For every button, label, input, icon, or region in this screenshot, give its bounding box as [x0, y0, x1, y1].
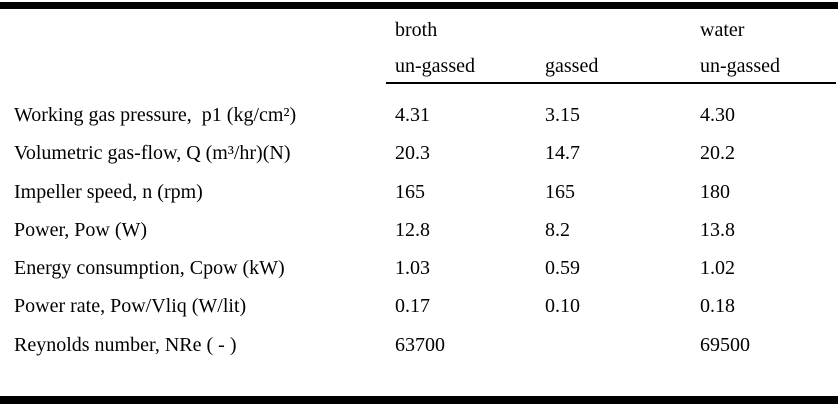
- table-cell: 63700: [395, 333, 445, 356]
- table-row-working-gas-pressure: Working gas pressure, p1 (kg/cm²) 4.31 3…: [0, 96, 838, 134]
- header-spacer: [0, 48, 395, 84]
- table-row-impeller-speed: Impeller speed, n (rpm) 165 165 180: [0, 173, 838, 211]
- row-label: Working gas pressure, p1 (kg/cm²): [14, 104, 297, 126]
- table-cell: 1.02: [700, 257, 735, 280]
- table-body: Working gas pressure, p1 (kg/cm²) 4.31 3…: [0, 96, 838, 364]
- table-bottom-rule: [0, 396, 838, 404]
- row-label: Reynolds number, NRe ( - ): [14, 333, 237, 356]
- row-label: Power, Pow (W): [14, 218, 148, 241]
- row-label: Power rate, Pow/Vliq (W/lit): [14, 295, 247, 318]
- table-cell: 12.8: [395, 218, 430, 241]
- table-row-volumetric-gas-flow: Volumetric gas-flow, Q (m³/hr)(N) 20.3 1…: [0, 134, 838, 172]
- table-top-rule: [0, 2, 838, 9]
- table-cell: 8.2: [545, 218, 570, 241]
- table-cell: 0.17: [395, 295, 430, 318]
- table-cell: 180: [700, 180, 730, 203]
- table-row-energy-consumption: Energy consumption, Cpow (kW) 1.03 0.59 …: [0, 249, 838, 287]
- column-group-gap: [545, 12, 700, 48]
- subcolumn-water-ungassed: un-gassed: [700, 55, 780, 77]
- table-row-reynolds-number: Reynolds number, NRe ( - ) 63700 69500: [0, 326, 838, 364]
- subcolumn-header-row: un-gassed gassed un-gassed: [0, 48, 838, 84]
- row-label: Energy consumption, Cpow (kW): [14, 257, 285, 280]
- table-cell: 69500: [700, 333, 750, 356]
- table-cell: 0.59: [545, 257, 580, 280]
- table-row-power-rate: Power rate, Pow/Vliq (W/lit) 0.17 0.10 0…: [0, 287, 838, 325]
- table-cell: 4.31: [395, 104, 430, 126]
- row-label: Volumetric gas-flow, Q (m³/hr)(N): [14, 142, 291, 165]
- row-label: Impeller speed, n (rpm): [14, 180, 203, 203]
- table-cell: 4.30: [700, 104, 735, 126]
- table-cell: 14.7: [545, 142, 580, 165]
- table-cell: 165: [395, 180, 425, 203]
- subcolumn-broth-ungassed: un-gassed: [395, 55, 475, 77]
- table-cell: 1.03: [395, 257, 430, 280]
- table-cell: 20.2: [700, 142, 735, 165]
- header-spacer: [0, 12, 395, 48]
- table-row-power: Power, Pow (W) 12.8 8.2 13.8: [0, 211, 838, 249]
- column-group-broth: broth: [395, 19, 438, 41]
- table-cell: [545, 326, 700, 364]
- table-cell: 3.15: [545, 104, 580, 126]
- table-cell: 20.3: [395, 142, 430, 165]
- subcolumn-broth-gassed: gassed: [545, 55, 599, 77]
- table-cell: 165: [545, 180, 575, 203]
- table-cell: 0.18: [700, 295, 735, 318]
- table-cell: 0.10: [545, 295, 580, 318]
- column-group-header-row: broth water: [0, 12, 838, 48]
- table-cell: 13.8: [700, 218, 735, 241]
- column-group-water: water: [700, 19, 745, 41]
- header-underline-rule: [386, 82, 836, 84]
